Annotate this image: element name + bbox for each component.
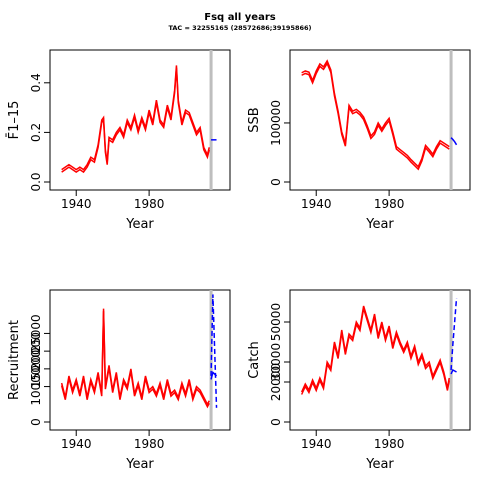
forecast-series-line (450, 368, 457, 375)
y-tick-label: 0.0 (29, 172, 43, 191)
x-axis-label: Year (365, 217, 394, 232)
plot-frame (49, 49, 231, 191)
y-tick-label: 100000 (269, 100, 283, 146)
panels: 1940 1980 0.0 0.2 0.4 Year F̄1–15 1940 1980 0 1000… (7, 49, 471, 472)
y-tick-label: 20000 (269, 363, 283, 401)
x-axis-label: Year (125, 457, 154, 472)
history-series-line (61, 67, 210, 174)
x-axis-label: Year (365, 457, 394, 472)
y-axis-label: SSB (247, 107, 262, 132)
history-series-line (60, 311, 210, 409)
forecast-series-line (210, 294, 218, 408)
data-area (61, 65, 217, 174)
y-tick-label: 0 (269, 178, 283, 186)
panel-fbar: 1940 1980 0.0 0.2 0.4 Year F̄1–15 (7, 49, 231, 232)
plot-frame (289, 49, 471, 191)
data-area (301, 59, 458, 171)
figure-subtitle: TAC = 32255165 (28572686;39195866) (168, 24, 311, 32)
forecast-series-line (210, 370, 218, 380)
x-tick-label: 1940 (61, 197, 92, 211)
x-tick-label: 1980 (374, 197, 405, 211)
y-tick-label: 25000 (29, 314, 43, 352)
panel-ssb: 1940 1980 0 100000 Year SSB (247, 49, 471, 232)
y-axis-label: Catch (247, 341, 262, 379)
x-tick-label: 1980 (134, 197, 165, 211)
y-axis-label: Recruitment (7, 320, 22, 400)
y-tick-label: 0 (269, 418, 283, 426)
x-tick-label: 1940 (61, 437, 92, 451)
forecast-series-line (450, 297, 458, 371)
x-tick-label: 1980 (374, 437, 405, 451)
y-tick-label: 50000 (269, 303, 283, 341)
history-series-line (300, 308, 450, 395)
history-series-line (301, 59, 450, 168)
plot-frame (289, 289, 471, 431)
y-tick-label: 15000 (29, 350, 43, 388)
data-area (60, 294, 218, 409)
x-tick-label: 1940 (301, 437, 332, 451)
x-tick-label: 1940 (301, 197, 332, 211)
data-area (300, 297, 458, 395)
figure-title: Fsq all years (204, 12, 275, 23)
y-tick-label: 30000 (269, 343, 283, 381)
y-tick-label: 20000 (29, 332, 43, 370)
history-series-line (301, 61, 450, 171)
x-tick-label: 1980 (134, 437, 165, 451)
plot-frame (49, 289, 231, 431)
y-tick-label: 0.2 (29, 123, 43, 142)
x-axis-label: Year (125, 217, 154, 232)
forecast-series-line (450, 137, 458, 146)
history-series-line (61, 65, 210, 171)
y-tick-label: 0.4 (29, 73, 43, 92)
y-axis-label: F̄1–15 (7, 101, 22, 140)
y-tick-label: 0 (29, 418, 43, 426)
y-tick-label: 10000 (29, 367, 43, 405)
